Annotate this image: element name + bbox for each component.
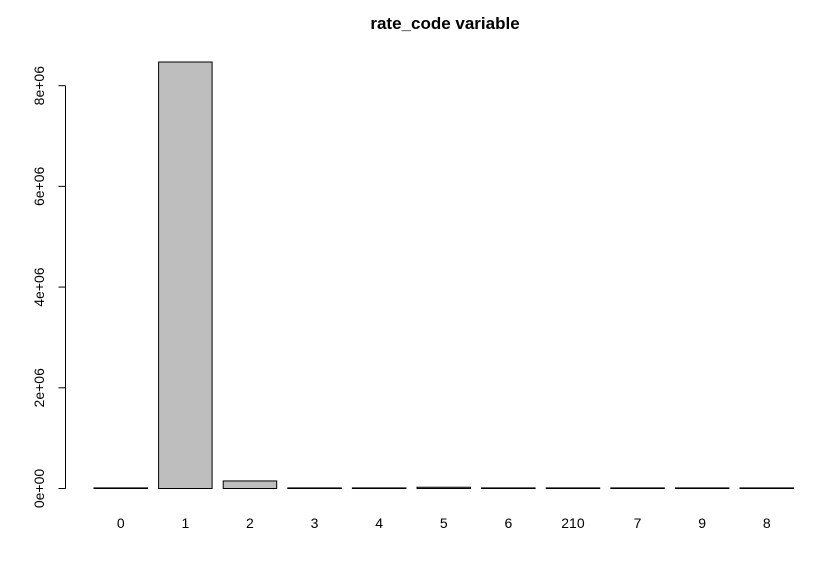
- y-axis: 0e+00 2e+06 4e+06 6e+06 8e+06: [31, 66, 66, 508]
- x-tick-label-5: 5: [440, 515, 448, 531]
- x-tick-label-0: 0: [117, 515, 125, 531]
- x-tick-label-7: 7: [634, 515, 642, 531]
- x-tick-label-2: 2: [246, 515, 254, 531]
- y-tick-label-3: 6e+06: [31, 166, 47, 206]
- bar-210: [545, 487, 601, 489]
- bar-8: [739, 487, 794, 489]
- bar-3: [287, 487, 342, 489]
- bar-9: [674, 487, 730, 489]
- x-tick-labels: 0 1 2 3 4 5 6 210 7 9 8: [117, 515, 771, 531]
- x-tick-label-4: 4: [375, 515, 383, 531]
- x-tick-label-9: 9: [698, 515, 706, 531]
- chart-title: rate_code variable: [370, 14, 519, 33]
- x-tick-label-6: 6: [504, 515, 512, 531]
- y-tick-label-4: 8e+06: [31, 66, 47, 106]
- x-tick-label-1: 1: [181, 515, 189, 531]
- bar-5: [416, 486, 471, 489]
- bars-group: [93, 61, 794, 490]
- bar-2: [222, 480, 278, 490]
- bar-0: [93, 487, 148, 489]
- y-tick-label-1: 2e+06: [31, 368, 47, 408]
- bar-1: [158, 61, 213, 489]
- bar-6: [481, 487, 536, 489]
- x-tick-label-8: 8: [763, 515, 771, 531]
- bar-7: [610, 487, 665, 489]
- y-tick-label-2: 4e+06: [31, 267, 47, 307]
- y-tick-label-0: 0e+00: [31, 469, 47, 509]
- x-tick-label-3: 3: [311, 515, 319, 531]
- bar-4: [351, 487, 407, 489]
- x-tick-label-210: 210: [561, 515, 585, 531]
